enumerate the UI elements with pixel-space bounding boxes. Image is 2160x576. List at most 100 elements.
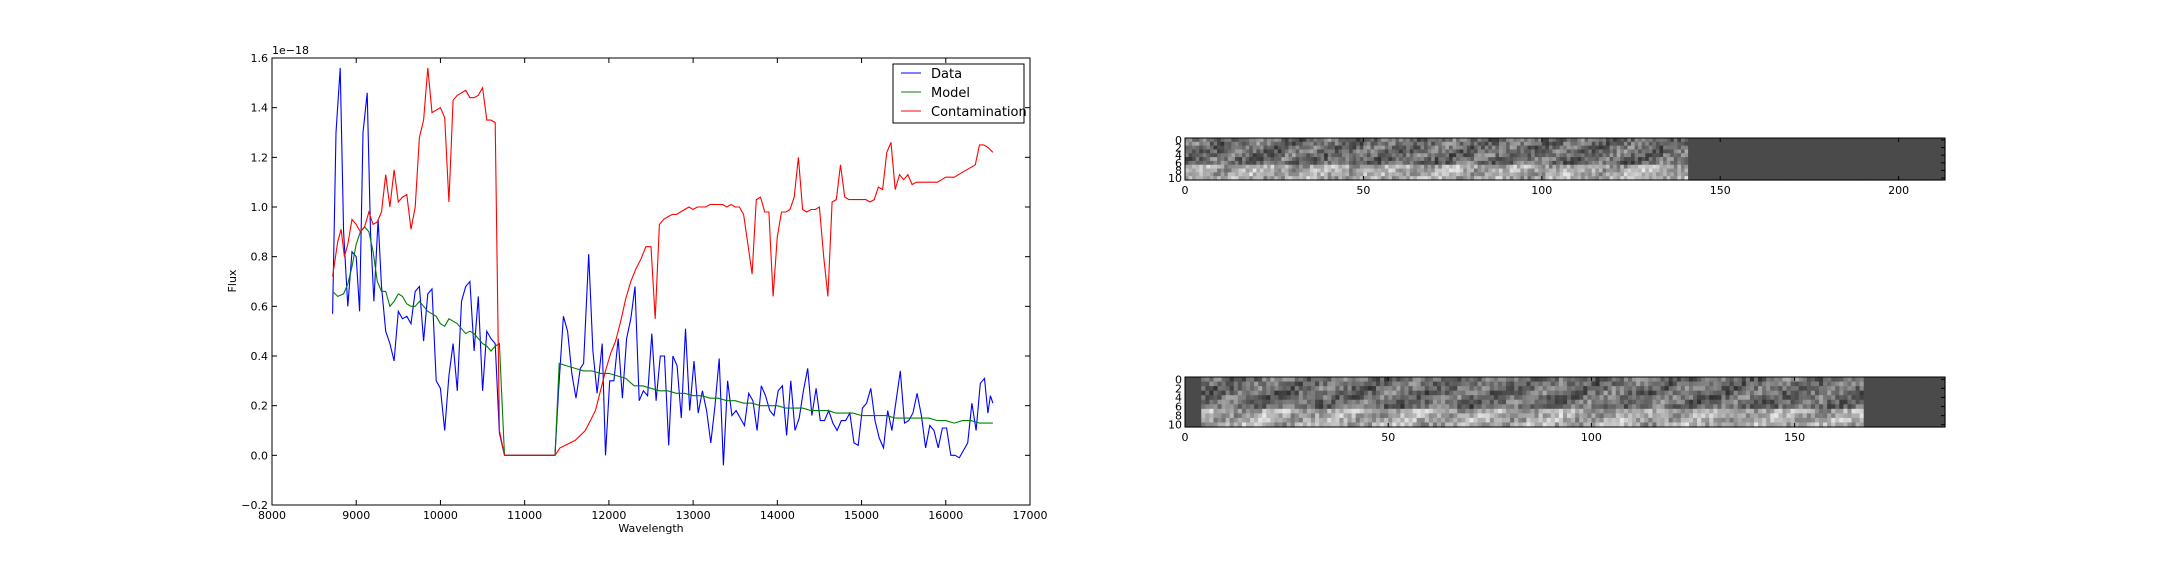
image-pixel bbox=[1627, 164, 1632, 170]
image-pixel bbox=[1701, 381, 1706, 387]
image-pixel bbox=[1579, 417, 1584, 424]
image-pixel bbox=[1663, 157, 1668, 162]
image-pixel bbox=[1831, 377, 1836, 383]
image-pixel bbox=[1631, 149, 1636, 154]
image-pixel bbox=[1245, 138, 1250, 143]
image-pixel bbox=[1338, 164, 1343, 170]
image-pixel bbox=[1575, 422, 1580, 428]
image-pixel bbox=[1241, 390, 1247, 396]
image-pixel bbox=[1209, 377, 1215, 383]
image-pixel bbox=[1558, 395, 1564, 401]
image-pixel bbox=[1648, 145, 1654, 151]
image-pixel bbox=[1620, 176, 1625, 181]
image-pixel bbox=[1343, 395, 1349, 401]
image-pixel bbox=[1745, 408, 1751, 414]
image-pixel bbox=[1534, 138, 1539, 143]
image-pixel bbox=[1209, 395, 1215, 401]
image-pixel bbox=[1723, 168, 1728, 173]
image-pixel bbox=[1880, 172, 1885, 177]
image-pixel bbox=[1863, 381, 1869, 387]
image-pixel bbox=[1688, 168, 1693, 173]
image-pixel bbox=[1755, 176, 1761, 181]
image-pixel bbox=[1741, 422, 1747, 428]
image-pixel bbox=[1552, 176, 1557, 181]
image-pixel bbox=[1634, 157, 1639, 162]
image-pixel bbox=[1338, 172, 1343, 177]
image-pixel bbox=[1741, 153, 1746, 158]
image-pixel bbox=[1697, 399, 1702, 405]
image-pixel bbox=[1820, 149, 1825, 154]
image-pixel bbox=[1189, 417, 1194, 424]
image-pixel bbox=[1820, 157, 1825, 162]
image-pixel bbox=[1217, 141, 1222, 147]
image-pixel bbox=[1520, 157, 1525, 162]
image-pixel bbox=[1463, 141, 1468, 147]
image-pixel bbox=[1668, 408, 1674, 414]
image-pixel bbox=[1195, 153, 1200, 158]
image-pixel bbox=[1391, 153, 1397, 158]
image-pixel bbox=[1461, 377, 1467, 383]
image-pixel bbox=[1697, 422, 1702, 428]
image-pixel bbox=[1766, 390, 1771, 396]
image-pixel bbox=[1377, 153, 1382, 158]
image-pixel bbox=[1733, 390, 1739, 396]
image-pixel bbox=[1577, 168, 1582, 173]
image-pixel bbox=[1298, 377, 1304, 383]
image-pixel bbox=[1356, 160, 1361, 166]
image-pixel bbox=[1192, 176, 1197, 181]
image-pixel bbox=[1192, 157, 1197, 162]
image-pixel bbox=[1904, 422, 1910, 428]
image-pixel bbox=[1432, 395, 1438, 401]
image-pixel bbox=[1866, 164, 1871, 170]
image-pixel bbox=[1530, 386, 1536, 392]
image-pixel bbox=[1912, 417, 1918, 424]
image-pixel bbox=[1575, 386, 1580, 392]
image-pixel bbox=[1823, 149, 1828, 154]
image-pixel bbox=[1619, 408, 1625, 414]
image-pixel bbox=[1859, 172, 1864, 177]
image-pixel bbox=[1371, 399, 1377, 405]
image-pixel bbox=[1513, 138, 1518, 143]
image-pixel bbox=[1634, 160, 1639, 166]
image-pixel bbox=[1778, 381, 1784, 387]
image-pixel bbox=[1670, 172, 1675, 177]
image-pixel bbox=[1884, 386, 1889, 392]
image-pixel bbox=[1741, 390, 1747, 396]
image-pixel bbox=[1409, 153, 1414, 158]
image-pixel bbox=[1936, 395, 1942, 401]
image-pixel bbox=[1199, 138, 1204, 143]
image-pixel bbox=[1292, 172, 1297, 177]
image-pixel bbox=[1457, 417, 1462, 424]
image-pixel bbox=[1571, 390, 1576, 396]
y-tick-label: 1.4 bbox=[251, 102, 269, 115]
image-pixel bbox=[1688, 149, 1693, 154]
image-pixel bbox=[1798, 160, 1803, 166]
image-pixel bbox=[1720, 176, 1725, 181]
image-pixel bbox=[1245, 157, 1250, 162]
image-pixel bbox=[1684, 404, 1690, 410]
image-pixel bbox=[1562, 377, 1568, 383]
image-pixel bbox=[1262, 399, 1267, 405]
image-pixel bbox=[1262, 408, 1267, 414]
image-pixel bbox=[1456, 164, 1461, 170]
image-pixel bbox=[1923, 141, 1928, 147]
image-pixel bbox=[1509, 149, 1514, 154]
image-pixel bbox=[1404, 377, 1410, 383]
image-pixel bbox=[1780, 138, 1786, 143]
image-pixel bbox=[1424, 422, 1430, 428]
image-pixel bbox=[1516, 138, 1521, 143]
image-pixel bbox=[1292, 145, 1297, 151]
image-pixel bbox=[1193, 386, 1198, 392]
image-pixel bbox=[1530, 395, 1536, 401]
image-pixel bbox=[1347, 399, 1353, 405]
image-pixel bbox=[1780, 157, 1786, 162]
image-pixel bbox=[1343, 417, 1349, 424]
image-pixel bbox=[1323, 386, 1328, 392]
image-pixel bbox=[1434, 172, 1439, 177]
image-pixel bbox=[1234, 141, 1240, 147]
image-pixel bbox=[1663, 160, 1668, 166]
image-pixel bbox=[1770, 399, 1775, 405]
image-pixel bbox=[1284, 157, 1290, 162]
image-pixel bbox=[1259, 138, 1265, 143]
image-pixel bbox=[1774, 417, 1779, 424]
